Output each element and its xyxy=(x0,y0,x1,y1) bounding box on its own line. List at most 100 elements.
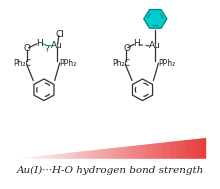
Polygon shape xyxy=(117,147,118,159)
Polygon shape xyxy=(108,149,109,159)
Polygon shape xyxy=(63,153,64,159)
Polygon shape xyxy=(181,141,182,159)
Text: Au: Au xyxy=(149,41,161,50)
Polygon shape xyxy=(172,142,173,159)
Text: Au: Au xyxy=(51,41,63,50)
Polygon shape xyxy=(183,140,184,159)
Polygon shape xyxy=(176,141,177,159)
Polygon shape xyxy=(54,154,55,159)
Polygon shape xyxy=(88,151,89,159)
Polygon shape xyxy=(167,142,168,159)
Polygon shape xyxy=(159,143,160,159)
Polygon shape xyxy=(148,144,149,159)
Polygon shape xyxy=(171,142,172,159)
Polygon shape xyxy=(177,141,178,159)
Polygon shape xyxy=(77,152,78,159)
Polygon shape xyxy=(41,156,42,159)
Polygon shape xyxy=(111,148,112,159)
Polygon shape xyxy=(59,154,60,159)
Polygon shape xyxy=(164,143,165,159)
Polygon shape xyxy=(21,158,22,159)
Polygon shape xyxy=(162,143,163,159)
Polygon shape xyxy=(53,154,54,159)
Polygon shape xyxy=(161,143,162,159)
Polygon shape xyxy=(131,146,132,159)
Polygon shape xyxy=(28,157,29,159)
Polygon shape xyxy=(147,144,148,159)
Polygon shape xyxy=(65,153,66,159)
Polygon shape xyxy=(33,157,34,159)
Polygon shape xyxy=(158,143,159,159)
Polygon shape xyxy=(94,150,95,159)
Polygon shape xyxy=(85,151,86,159)
Polygon shape xyxy=(84,151,85,159)
Text: PPh₂: PPh₂ xyxy=(60,59,77,68)
Polygon shape xyxy=(141,145,142,159)
Polygon shape xyxy=(126,146,127,159)
Polygon shape xyxy=(119,147,120,159)
Polygon shape xyxy=(165,142,166,159)
Polygon shape xyxy=(47,155,48,159)
Polygon shape xyxy=(61,154,62,159)
Polygon shape xyxy=(174,141,175,159)
Polygon shape xyxy=(18,158,19,159)
Polygon shape xyxy=(57,154,58,159)
Polygon shape xyxy=(187,140,188,159)
Polygon shape xyxy=(173,141,174,159)
Polygon shape xyxy=(105,149,106,159)
Polygon shape xyxy=(144,145,145,159)
Polygon shape xyxy=(40,156,41,159)
Text: H: H xyxy=(133,39,139,48)
Polygon shape xyxy=(163,143,164,159)
Polygon shape xyxy=(42,156,43,159)
Polygon shape xyxy=(185,140,186,159)
Polygon shape xyxy=(68,153,69,159)
Polygon shape xyxy=(95,150,96,159)
Polygon shape xyxy=(157,143,158,159)
Polygon shape xyxy=(137,145,138,159)
Polygon shape xyxy=(120,147,121,159)
Polygon shape xyxy=(113,148,114,159)
Polygon shape xyxy=(127,146,128,159)
Polygon shape xyxy=(142,145,143,159)
Polygon shape xyxy=(123,147,124,159)
Polygon shape xyxy=(124,147,125,159)
Polygon shape xyxy=(196,139,197,159)
Polygon shape xyxy=(121,147,122,159)
Polygon shape xyxy=(104,149,105,159)
Polygon shape xyxy=(25,157,26,159)
Polygon shape xyxy=(136,146,137,159)
Polygon shape xyxy=(186,140,187,159)
Polygon shape xyxy=(195,139,196,159)
Polygon shape xyxy=(151,144,152,159)
Polygon shape xyxy=(112,148,113,159)
Polygon shape xyxy=(34,156,35,159)
Polygon shape xyxy=(166,142,167,159)
Polygon shape xyxy=(149,144,150,159)
Polygon shape xyxy=(26,157,27,159)
Polygon shape xyxy=(132,146,133,159)
Polygon shape xyxy=(190,139,191,159)
Polygon shape xyxy=(133,146,134,159)
Polygon shape xyxy=(175,141,176,159)
Polygon shape xyxy=(91,150,92,159)
Text: O: O xyxy=(123,44,130,53)
Polygon shape xyxy=(92,150,93,159)
Polygon shape xyxy=(66,153,67,159)
Polygon shape xyxy=(145,144,146,159)
Polygon shape xyxy=(143,145,144,159)
Polygon shape xyxy=(200,139,201,159)
Polygon shape xyxy=(32,157,33,159)
Polygon shape xyxy=(98,149,99,159)
Polygon shape xyxy=(71,153,72,159)
Polygon shape xyxy=(73,152,74,159)
Polygon shape xyxy=(201,138,202,159)
Polygon shape xyxy=(27,157,28,159)
Polygon shape xyxy=(193,139,194,159)
Polygon shape xyxy=(31,157,32,159)
Polygon shape xyxy=(87,151,88,159)
Text: Ph₂C: Ph₂C xyxy=(13,59,31,68)
Polygon shape xyxy=(152,144,153,159)
Polygon shape xyxy=(129,146,130,159)
Polygon shape xyxy=(198,139,199,159)
